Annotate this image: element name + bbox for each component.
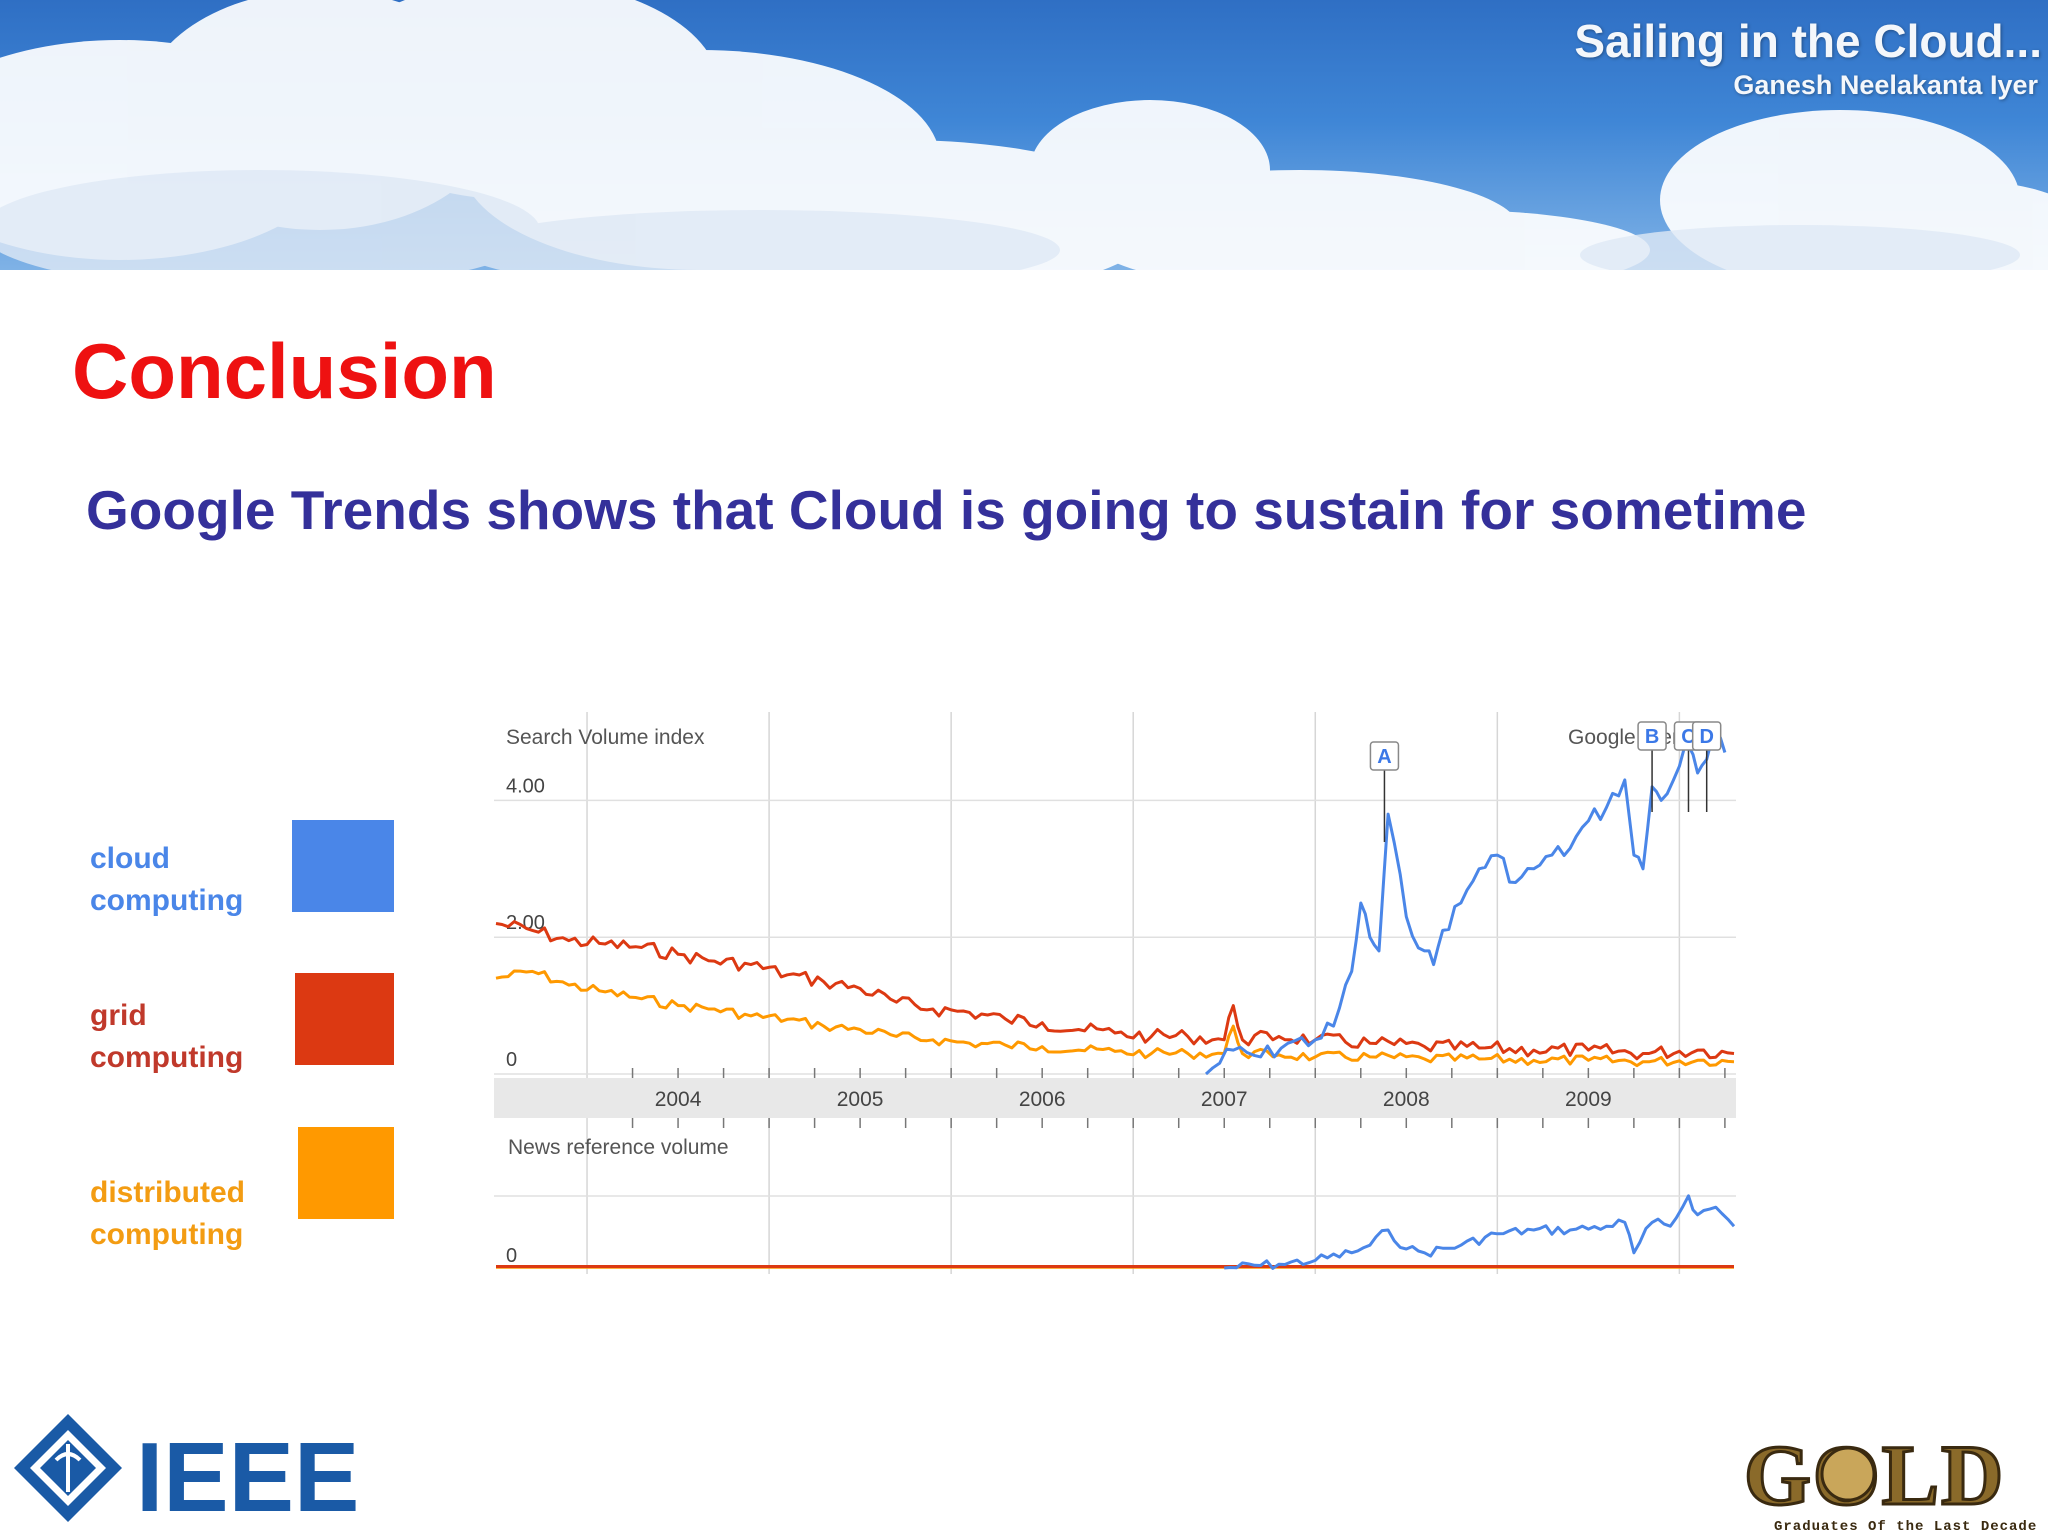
cloud-sky-image — [0, 0, 2048, 270]
chart-grid — [494, 712, 1736, 1274]
x-tick-label: 2005 — [837, 1088, 884, 1111]
google-trends-watermark: Google Trends — [1568, 726, 1706, 749]
legend-swatch-distributed — [298, 1127, 394, 1219]
legend-label-line2: computing — [90, 1218, 244, 1251]
y-tick-label: 0 — [506, 1049, 517, 1071]
slide-title: Conclusion — [72, 327, 497, 415]
legend-swatch-grid — [295, 973, 394, 1065]
x-tick-label: 2007 — [1201, 1088, 1248, 1111]
legend-label-distributed: distributed computing — [90, 1172, 330, 1256]
legend-swatch-cloud — [292, 820, 394, 912]
gold-logo-tagline: Graduates Of the Last Decade — [1774, 1519, 2037, 1535]
banner-author: Ganesh Neelakanta Iyer — [1733, 70, 2038, 100]
y-axis: 0 2.00 4.00 0 — [506, 775, 545, 1267]
google-trends-chart: 2004200520062007200820092010 02.004.000 … — [494, 712, 1736, 1274]
globe-icon — [1820, 1446, 1876, 1502]
x-tick-label: 2006 — [1019, 1088, 1066, 1111]
series-line-distributed-computing — [495, 969, 1735, 1068]
y-tick-label: 2.00 — [506, 912, 545, 934]
legend-label-cloud: cloud computing — [90, 838, 330, 922]
chart-series — [495, 736, 1736, 1270]
legend-label-line1: cloud — [90, 842, 170, 875]
annotation-flag — [1691, 721, 1722, 751]
slide-subtitle: Google Trends shows that Cloud is going … — [86, 479, 1807, 541]
annotation-label: D — [1699, 726, 1713, 748]
y-tick-label: 4.00 — [506, 775, 545, 797]
legend-label-line2: computing — [90, 884, 244, 917]
annotation-flag — [1637, 721, 1667, 751]
legend-label-line1: grid — [90, 999, 147, 1032]
news-line-cloud-computing — [1224, 1194, 1736, 1270]
legend-label-line2: computing — [90, 1041, 244, 1074]
legend-label-line1: distributed — [90, 1176, 245, 1209]
annotation-label: B — [1645, 726, 1659, 748]
x-tick-label: 2008 — [1383, 1088, 1430, 1111]
ieee-logo-text: IEEE — [136, 1422, 359, 1530]
chart-annotations: AB C D — [1369, 721, 1722, 842]
news-volume-label: News reference volume — [508, 1136, 729, 1159]
ieee-logo: IEEE — [8, 1408, 388, 1532]
banner-title: Sailing in the Cloud... — [1574, 15, 2042, 67]
x-axis: 2004200520062007200820092010 — [631, 1068, 1726, 1128]
series-line-grid-computing — [495, 920, 1735, 1061]
news-y-tick-label: 0 — [506, 1245, 517, 1267]
x-tick-label: 2009 — [1565, 1088, 1612, 1111]
legend-label-grid: grid computing — [90, 995, 330, 1079]
annotation-label: A — [1377, 746, 1391, 768]
header-banner: Sailing in the Cloud... Ganesh Neelakant… — [0, 0, 2048, 270]
annotation-flag — [1369, 741, 1400, 771]
x-axis-band — [494, 1078, 1736, 1118]
x-tick-label: 2004 — [655, 1088, 702, 1111]
gold-logo: GOLD Graduates Of the Last Decade — [1738, 1424, 2048, 1536]
search-volume-label: Search Volume index — [506, 726, 705, 749]
